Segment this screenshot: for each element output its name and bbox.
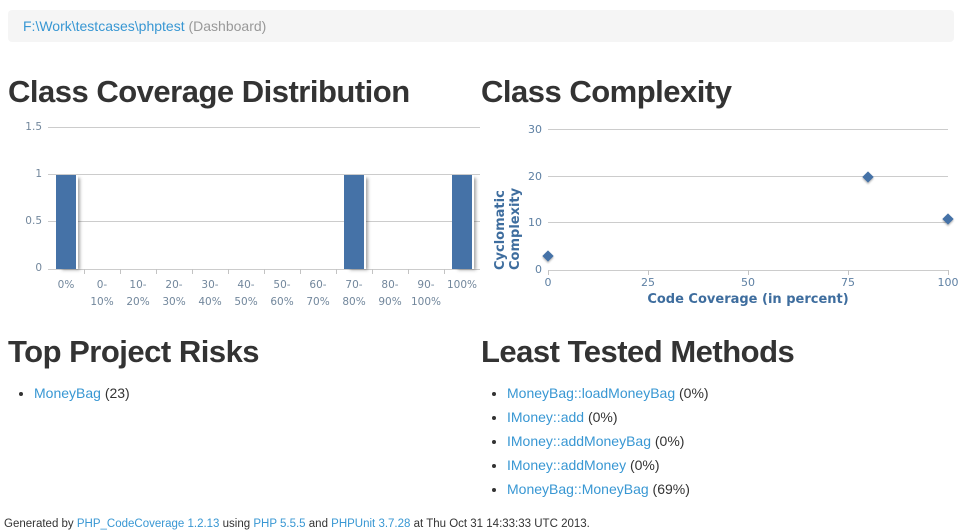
x-axis-tickmark — [300, 269, 301, 274]
x-axis-tick-label: 0 — [544, 276, 552, 289]
least-tested-method-item: IMoney::addMoneyBag (0%) — [507, 432, 954, 451]
scatter-point — [862, 170, 874, 183]
gridline-y — [548, 222, 948, 224]
x-axis-tick-label: 60- 70% — [306, 279, 330, 308]
footer-text: at Thu Oct 31 14:33:33 UTC 2013. — [410, 518, 590, 530]
class-complexity-title: Class Complexity — [481, 74, 732, 109]
footer-text: using — [219, 518, 254, 530]
scatter-point — [542, 250, 554, 262]
least-tested-method-item: IMoney::add (0%) — [507, 408, 954, 427]
least-tested-method-item: IMoney::addMoney (0%) — [507, 456, 954, 475]
x-axis-tickmark — [408, 269, 409, 274]
y-axis-tick-label: 20 — [528, 169, 542, 183]
gridline-y — [48, 127, 480, 128]
x-axis-tick-label: 90- 100% — [410, 279, 442, 308]
footer-version-link[interactable]: PHP 5.5.5 — [253, 518, 306, 530]
least-tested-method-link[interactable]: IMoney::add — [507, 409, 585, 425]
gridline-y — [548, 129, 948, 130]
least-tested-methods-title: Least Tested Methods — [481, 334, 795, 369]
top-project-risks-title: Top Project Risks — [8, 334, 260, 369]
bar — [344, 175, 364, 269]
x-axis-tickmark — [192, 269, 193, 274]
least-tested-method-value: (0%) — [675, 385, 709, 401]
footer-text: and — [305, 518, 332, 530]
least-tested-method-link[interactable]: IMoney::addMoney — [507, 457, 627, 473]
x-axis-tickmark — [156, 269, 157, 274]
y-axis-tick-label: 10 — [528, 216, 542, 230]
least-tested-method-link[interactable]: MoneyBag::MoneyBag — [507, 481, 649, 497]
x-axis-label: Code Coverage (in percent) — [647, 292, 849, 307]
x-axis-tickmark — [372, 269, 373, 274]
least-tested-method-item: MoneyBag::loadMoneyBag (0%) — [507, 384, 954, 403]
y-axis-tick-label: 0 — [35, 262, 42, 274]
x-axis-tick-label: 0- 10% — [90, 279, 114, 308]
x-axis-tick-label: 40- 50% — [234, 279, 258, 308]
least-tested-methods-list: MoneyBag::loadMoneyBag (0%)IMoney::add (… — [482, 384, 954, 499]
x-axis-tick-label: 100 — [937, 276, 959, 289]
least-tested-method-value: (69%) — [648, 481, 690, 497]
bar — [56, 175, 76, 269]
project-risk-value: (23) — [100, 385, 130, 401]
project-risk-item: MoneyBag (23) — [34, 384, 481, 403]
x-axis-tick-label: 75 — [841, 276, 855, 289]
x-axis-tickmark — [228, 269, 229, 274]
x-axis-tick-label: 80- 90% — [378, 279, 402, 308]
least-tested-method-item: MoneyBag::MoneyBag (69%) — [507, 480, 954, 499]
scatter-plot-area — [542, 129, 954, 275]
gridline-y — [48, 221, 480, 222]
least-tested-method-link[interactable]: MoneyBag::loadMoneyBag — [507, 385, 676, 401]
y-axis-label: Cyclomatic Complexity — [493, 187, 523, 270]
bar-plot-area — [48, 127, 480, 274]
x-axis-tick-label: 70- 80% — [342, 279, 366, 308]
footer-generated-by: Generated by PHP_CodeCoverage 1.2.13 usi… — [4, 518, 954, 530]
footer-text: Generated by — [4, 518, 77, 530]
coverage-distribution-panel: Class Coverage Distribution 0 0.5 1 1.5 0% 0-… — [8, 74, 481, 312]
x-axis-tick-label: 20- 30% — [162, 279, 186, 308]
x-axis-tick-label: 30- 40% — [198, 279, 222, 308]
gridline-y — [548, 175, 948, 177]
x-axis-tickmark — [444, 269, 445, 274]
least-tested-method-value: (0%) — [650, 433, 685, 449]
x-axis-tickmark — [748, 270, 749, 275]
project-risk-link[interactable]: MoneyBag — [34, 385, 101, 401]
least-tested-methods-panel: Least Tested Methods MoneyBag::loadMoney… — [481, 334, 954, 504]
least-tested-method-value: (0%) — [626, 457, 660, 473]
gridline-y — [48, 174, 480, 175]
x-axis-tickmark — [84, 269, 85, 274]
x-axis-tick-label: 0% — [57, 279, 75, 291]
bar — [452, 175, 472, 269]
least-tested-method-link[interactable]: IMoney::addMoneyBag — [507, 433, 651, 449]
y-axis-tick-label: 30 — [528, 123, 542, 136]
x-axis-tickmark — [548, 270, 549, 275]
y-axis-tick-label: 1 — [35, 168, 42, 180]
breadcrumb-project-link[interactable]: F:\Work\testcases\phptest — [23, 18, 185, 34]
top-project-risks-panel: Top Project Risks MoneyBag (23) — [8, 334, 481, 504]
y-axis-tick-label: 1.5 — [25, 121, 42, 133]
class-complexity-panel: Class Complexity 0 10 20 30 0 25 50 75 100 Cyclom… — [481, 74, 959, 312]
footer-version-link[interactable]: PHP_CodeCoverage 1.2.13 — [76, 518, 220, 530]
x-axis-tickmark — [848, 270, 849, 275]
coverage-distribution-title: Class Coverage Distribution — [8, 74, 410, 109]
x-axis-tick-label: 25 — [641, 276, 655, 289]
footer-version-link[interactable]: PHPUnit 3.7.28 — [331, 518, 411, 530]
x-axis-tick-label: 50- 60% — [270, 279, 294, 308]
x-axis-tick-label: 10- 20% — [126, 279, 150, 308]
least-tested-method-value: (0%) — [584, 409, 618, 425]
x-axis-tick-label: 100% — [446, 279, 478, 291]
x-axis-tickmark — [120, 269, 121, 274]
y-axis-tick-label: 0 — [535, 263, 542, 276]
x-axis-tick-label: 50 — [741, 276, 755, 289]
y-axis-tick-label: 0.5 — [25, 215, 42, 227]
breadcrumb: F:\Work\testcases\phptest (Dashboard) — [8, 10, 954, 42]
x-axis-tickmark — [264, 269, 265, 274]
top-project-risks-list: MoneyBag (23) — [9, 384, 481, 403]
x-axis-tickmark — [336, 269, 337, 274]
x-axis-tickmark — [948, 270, 949, 275]
class-complexity-chart: 0 10 20 30 0 25 50 75 100 Cyclomatic Complexity Co… — [481, 120, 959, 312]
x-axis-tickmark — [648, 270, 649, 275]
breadcrumb-context: (Dashboard) — [188, 18, 267, 34]
coverage-distribution-chart: 0 0.5 1 1.5 0% 0- 10% 10- 20% 20- 30% 30- 40% 40-… — [8, 120, 481, 312]
